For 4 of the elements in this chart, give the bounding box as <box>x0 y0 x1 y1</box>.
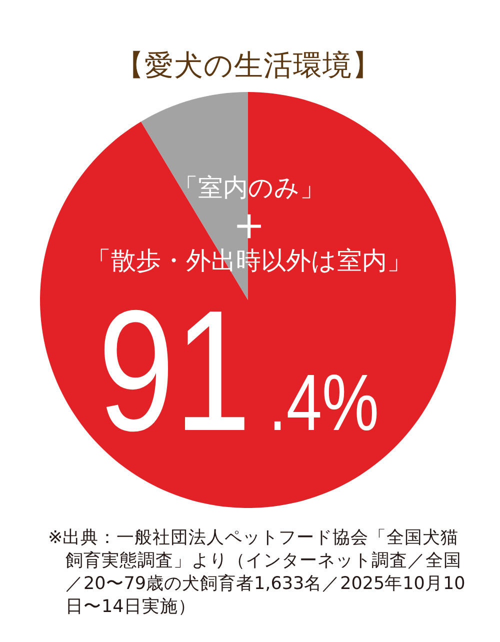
pie-slice <box>40 92 456 508</box>
text: ※出典：一般社団法人ペットフード協会「全国犬猫飼育実態調査」より（インターネット調査／全国／20〜79歳の犬飼育者1,633名／2025年10月10日〜14日実施） <box>48 527 466 619</box>
data-label: 91.4% <box>98 275 379 468</box>
chart-title: 【愛犬の生活環境】 <box>114 48 382 82</box>
